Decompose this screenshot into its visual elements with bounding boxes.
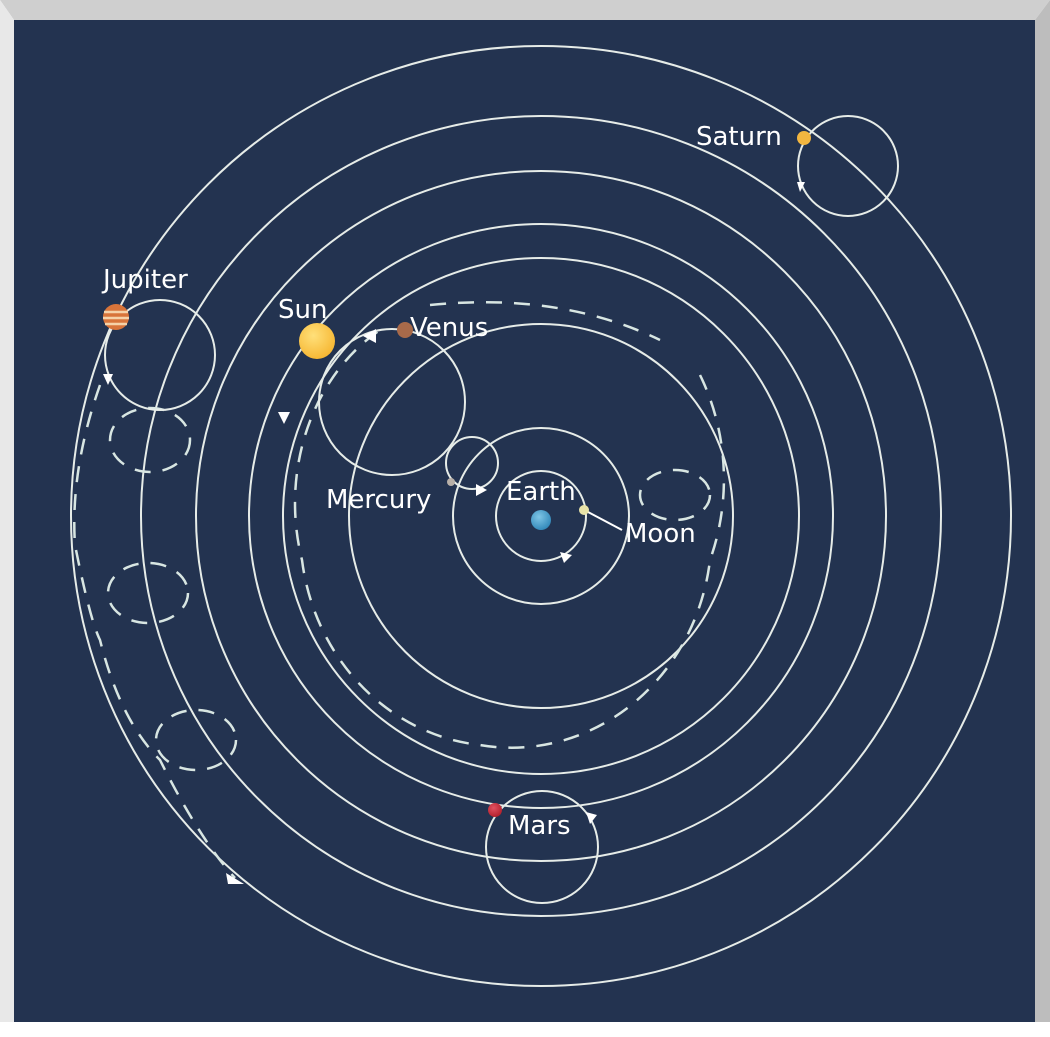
orbit-mars-outer <box>195 170 887 862</box>
orbit-jupiter <box>140 115 942 917</box>
mars-planet <box>488 803 502 817</box>
arrow-mars <box>586 812 597 824</box>
orbit-mercury <box>452 427 630 605</box>
saturn-planet <box>797 131 811 145</box>
label-jupiter: Jupiter <box>101 265 188 295</box>
label-mars: Mars <box>508 811 571 841</box>
frame-top-bevel <box>0 0 1050 20</box>
retrograde-paths <box>73 301 726 879</box>
arrow-venus-orbit <box>363 329 376 343</box>
orbit-mars <box>248 223 834 809</box>
orbit-sun <box>282 257 800 775</box>
arrow-jupiter <box>103 374 113 385</box>
label-earth: Earth <box>506 477 576 507</box>
diagram-background <box>14 20 1035 1022</box>
labels: Saturn Jupiter Sun Venus Mercury Earth M… <box>101 122 782 841</box>
dashed-loop-3 <box>154 708 238 772</box>
arrow-moon-orbit <box>560 552 572 563</box>
epicycle-mars <box>485 790 599 904</box>
moon-body <box>579 505 589 515</box>
orbit-venus <box>348 323 734 709</box>
arrow-jupiter-path-end <box>226 873 244 884</box>
label-saturn: Saturn <box>696 122 782 152</box>
venus-dashed-top <box>429 301 661 342</box>
frame-bottom-edge <box>0 1022 1050 1037</box>
orbit-moon <box>495 470 587 562</box>
dashed-loop-1 <box>108 406 192 474</box>
frame-right-bevel <box>1035 0 1050 1037</box>
label-moon: Moon <box>625 519 696 549</box>
dashed-loop-right <box>638 468 712 522</box>
orbit-saturn <box>70 45 1012 987</box>
arrow-saturn <box>797 182 805 192</box>
sun-body <box>299 323 335 359</box>
earth-planet <box>531 510 551 530</box>
label-venus: Venus <box>410 313 488 343</box>
arrow-mercury <box>476 484 487 496</box>
orbits <box>70 45 1012 987</box>
celestial-bodies <box>103 131 811 817</box>
epicycle-venus <box>318 328 466 476</box>
moon-pointer-line <box>587 511 623 531</box>
arrow-sun-orbit <box>278 412 290 424</box>
label-sun: Sun <box>278 295 327 325</box>
epicycle-jupiter <box>104 299 216 411</box>
jupiter-planet <box>103 304 129 330</box>
epicycle-mercury <box>445 436 499 490</box>
epicycles <box>104 115 899 904</box>
label-mercury: Mercury <box>326 485 431 515</box>
frame-left-edge <box>0 0 14 1037</box>
jupiter-dashed-path <box>73 384 236 879</box>
venus-planet <box>397 322 413 338</box>
epicycle-saturn <box>797 115 899 217</box>
mercury-planet <box>447 478 455 486</box>
venus-retrograde-path <box>293 328 726 749</box>
dashed-loop-2 <box>106 561 190 625</box>
direction-arrows <box>103 182 805 884</box>
